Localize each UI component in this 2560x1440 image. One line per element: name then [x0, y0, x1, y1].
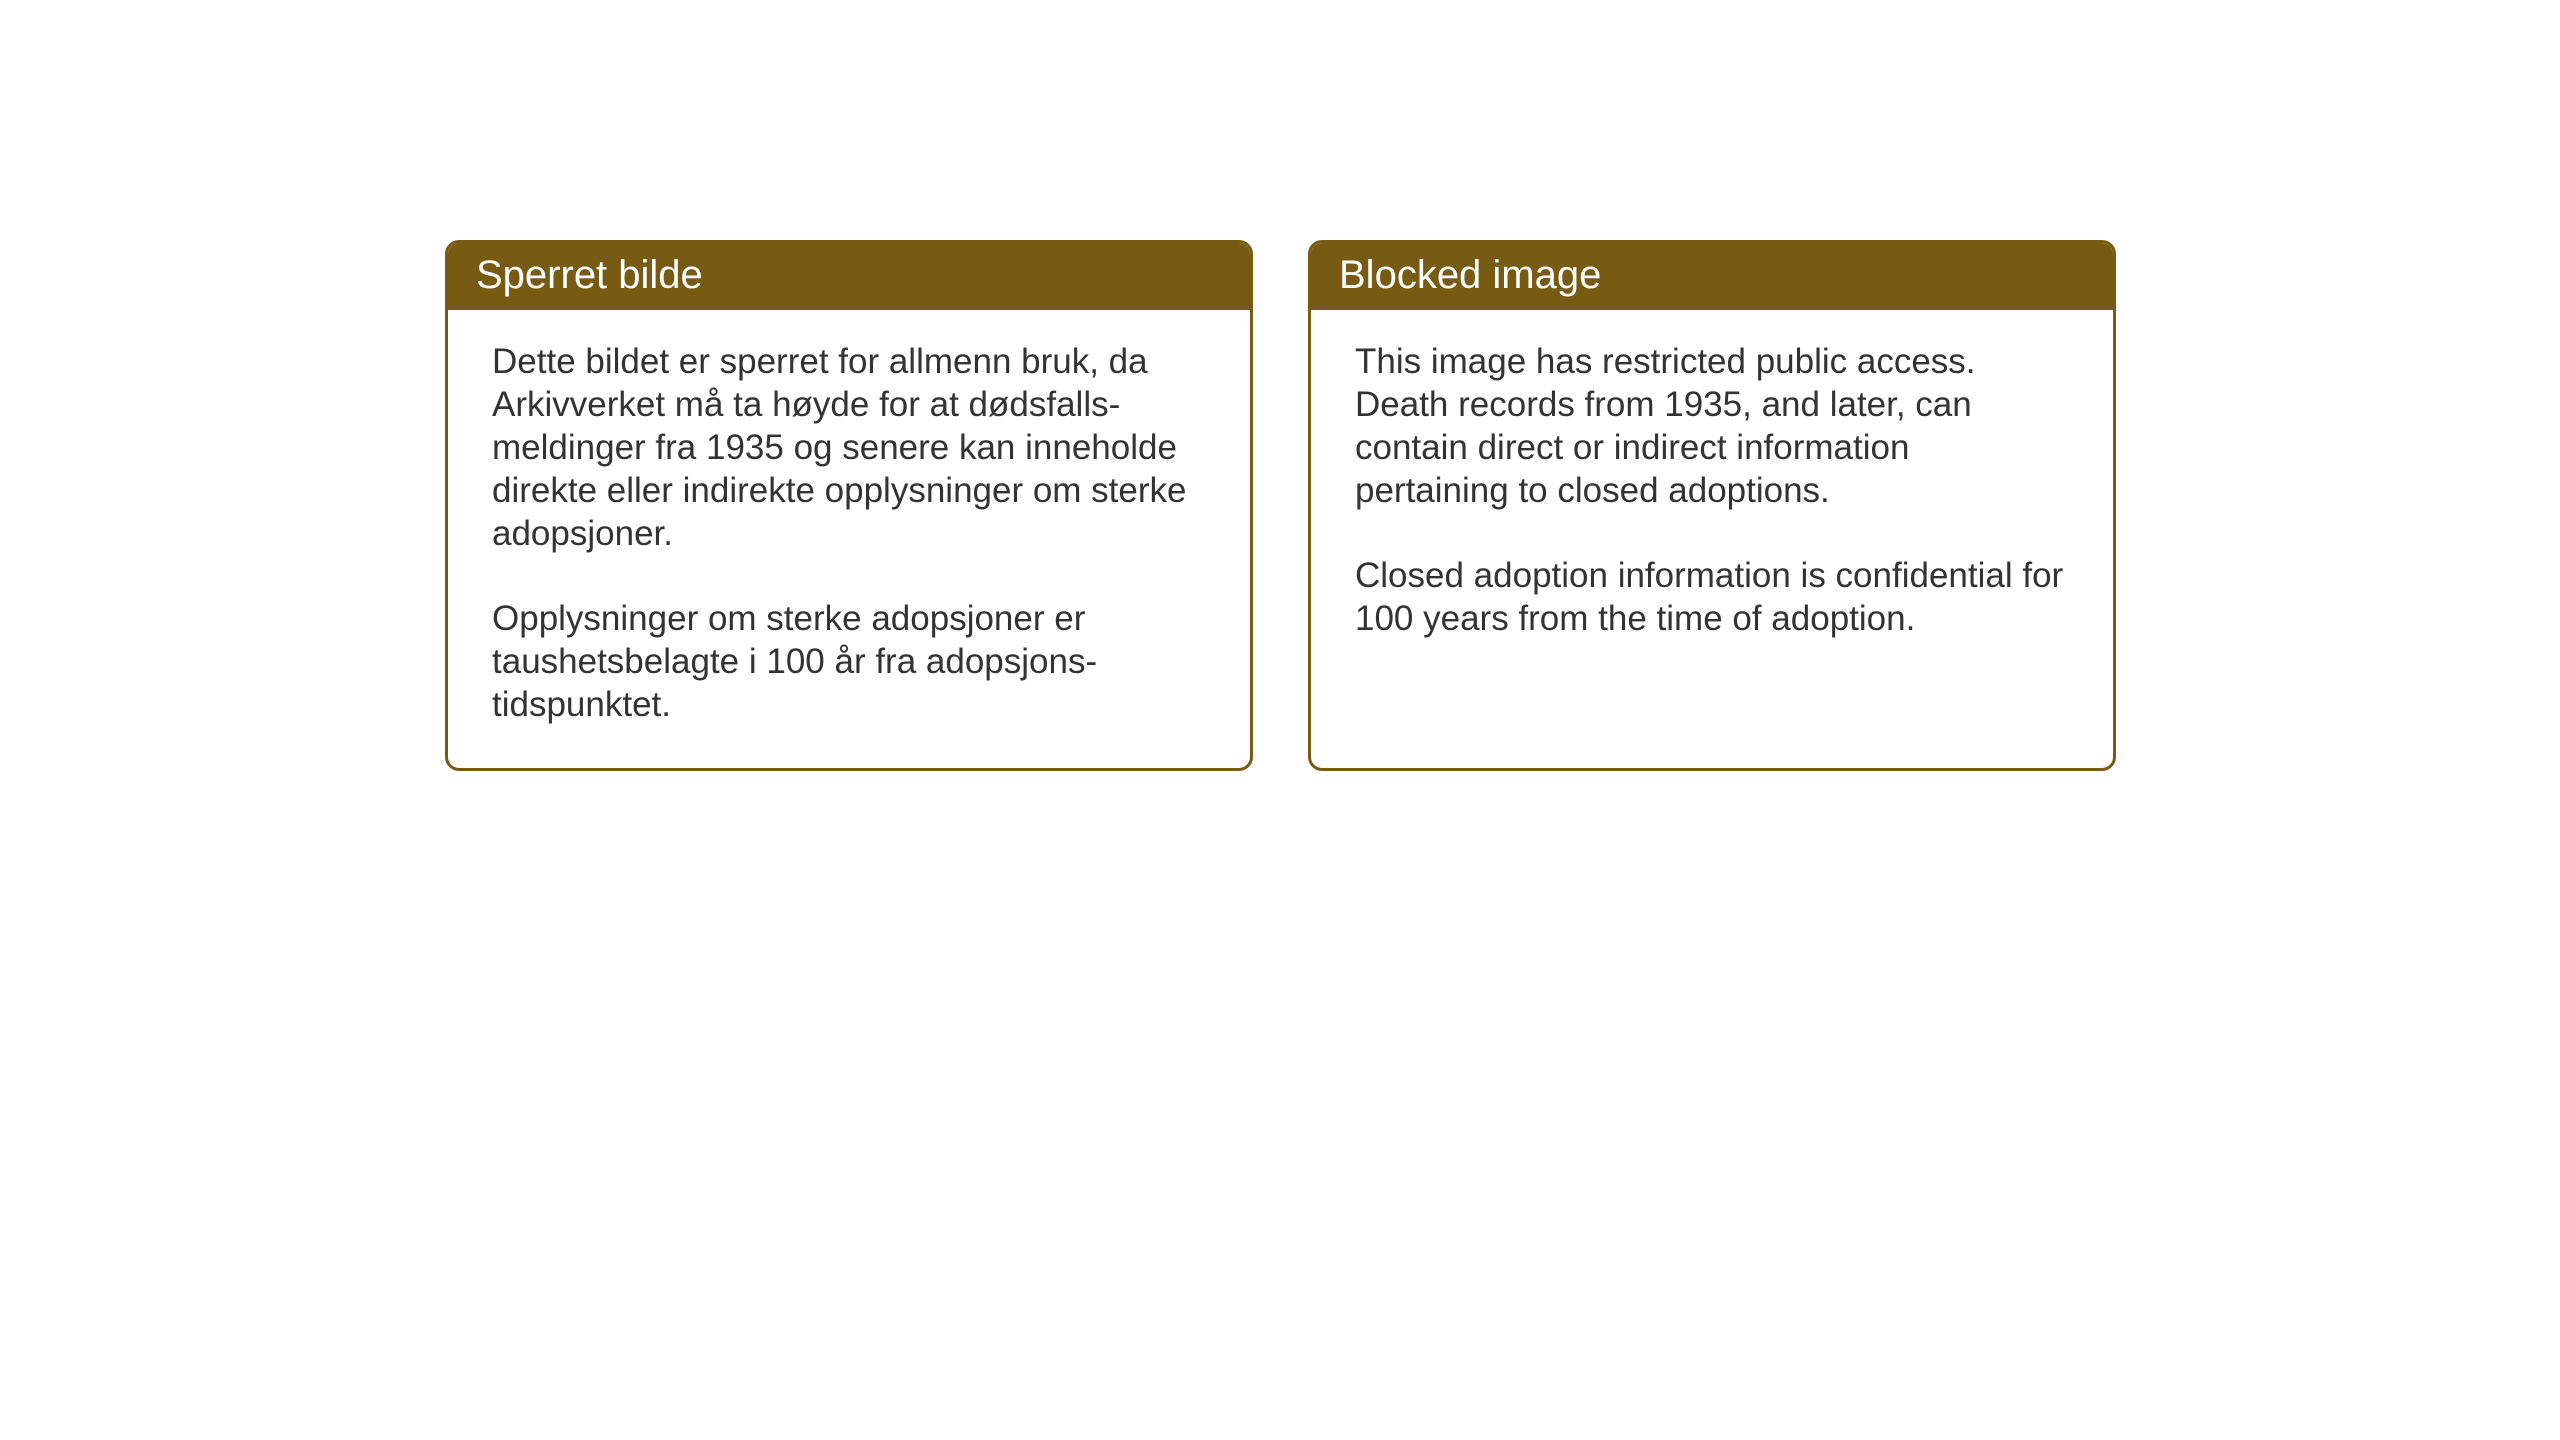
- notice-container: Sperret bilde Dette bildet er sperret fo…: [445, 240, 2116, 771]
- card-header-norwegian: Sperret bilde: [448, 243, 1250, 310]
- paragraph-english-1: This image has restricted public access.…: [1355, 340, 2069, 512]
- notice-card-english: Blocked image This image has restricted …: [1308, 240, 2116, 771]
- paragraph-english-2: Closed adoption information is confident…: [1355, 554, 2069, 640]
- notice-card-norwegian: Sperret bilde Dette bildet er sperret fo…: [445, 240, 1253, 771]
- card-body-norwegian: Dette bildet er sperret for allmenn bruk…: [448, 310, 1250, 768]
- paragraph-norwegian-1: Dette bildet er sperret for allmenn bruk…: [492, 340, 1206, 555]
- paragraph-norwegian-2: Opplysninger om sterke adopsjoner er tau…: [492, 597, 1206, 726]
- card-header-english: Blocked image: [1311, 243, 2113, 310]
- card-body-english: This image has restricted public access.…: [1311, 310, 2113, 728]
